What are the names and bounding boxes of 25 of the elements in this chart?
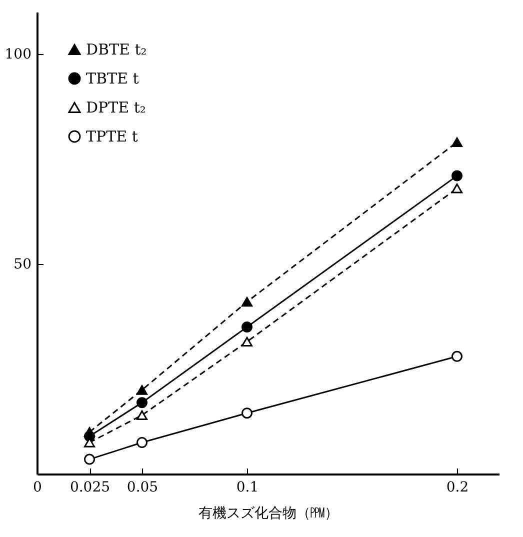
point xyxy=(452,137,462,148)
point xyxy=(242,408,252,419)
point xyxy=(84,454,95,465)
point xyxy=(136,437,148,448)
x-tick-label: 0 xyxy=(33,480,42,496)
point xyxy=(242,336,252,347)
x-axis-title: 有機スズ化合物（㏙） xyxy=(198,506,338,522)
x-tick-label: 0.05 xyxy=(126,480,158,496)
point xyxy=(136,397,148,408)
x-tick-label: 0.2 xyxy=(446,480,469,496)
point xyxy=(242,296,252,307)
legend-label: TPTE t xyxy=(86,128,138,146)
y-tick-label: 50 xyxy=(14,256,32,272)
point xyxy=(452,184,462,194)
x-tick-label: 0.1 xyxy=(236,480,259,496)
legend-label: DPTE t₂ xyxy=(86,98,146,116)
y-tick-label: 100 xyxy=(4,46,32,62)
legend-label: DBTE t₂ xyxy=(86,40,147,58)
point xyxy=(452,350,462,362)
point xyxy=(242,322,252,332)
point xyxy=(136,385,148,395)
legend-label: TBTE t xyxy=(86,70,139,88)
x-tick-label: 0.025 xyxy=(70,480,110,496)
point xyxy=(136,410,148,420)
point xyxy=(452,170,462,182)
